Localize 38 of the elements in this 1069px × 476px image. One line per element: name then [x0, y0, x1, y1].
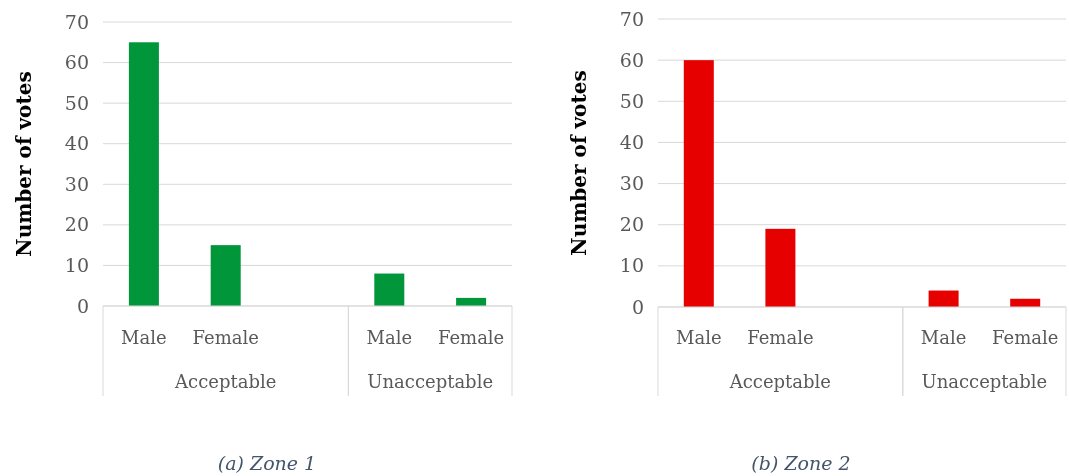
text: Unacceptable [921, 371, 1048, 392]
y-tick-label: 40 [64, 132, 89, 155]
bar [374, 273, 405, 306]
bar [683, 60, 714, 307]
y-tick-label: 10 [619, 254, 644, 277]
x-tick-label: Male [121, 327, 167, 348]
y-tick-label: 70 [619, 7, 644, 30]
y-tick-label: 0 [76, 294, 89, 317]
x-tick-label: Female [437, 327, 505, 348]
text: (a) Zone 1 [217, 452, 317, 474]
x-tick-label: Female [992, 327, 1059, 348]
y-tick-label: 10 [64, 254, 89, 277]
text: Acceptable [728, 371, 832, 392]
y-tick-label: 20 [64, 213, 89, 236]
y-tick-label: 60 [619, 48, 644, 71]
y-tick-label: 30 [619, 172, 644, 195]
y-tick-label: 50 [64, 91, 89, 114]
x-tick-label: Male [920, 327, 967, 348]
y-axis-title: Number of votes [567, 70, 591, 256]
bar [128, 42, 159, 306]
y-tick-label: 60 [64, 51, 89, 74]
bar [928, 290, 959, 307]
y-tick-label: 70 [64, 10, 89, 33]
y-tick-label: 40 [619, 131, 644, 154]
x-tick-label: Male [366, 327, 413, 348]
text: Unacceptable [367, 371, 494, 392]
y-axis-title: Number of votes [12, 71, 36, 257]
x-tick-label: Male [676, 327, 722, 348]
y-tick-label: 30 [64, 172, 89, 195]
x-tick-label: Female [192, 327, 259, 348]
y-tick-label: 50 [619, 89, 644, 112]
text: (b) Zone 2 [751, 452, 851, 474]
bar [765, 228, 796, 307]
x-tick-label: Female [747, 327, 814, 348]
text: Acceptable [174, 371, 277, 392]
bar [210, 245, 241, 306]
y-tick-label: 0 [631, 295, 644, 318]
y-tick-label: 20 [619, 213, 644, 236]
